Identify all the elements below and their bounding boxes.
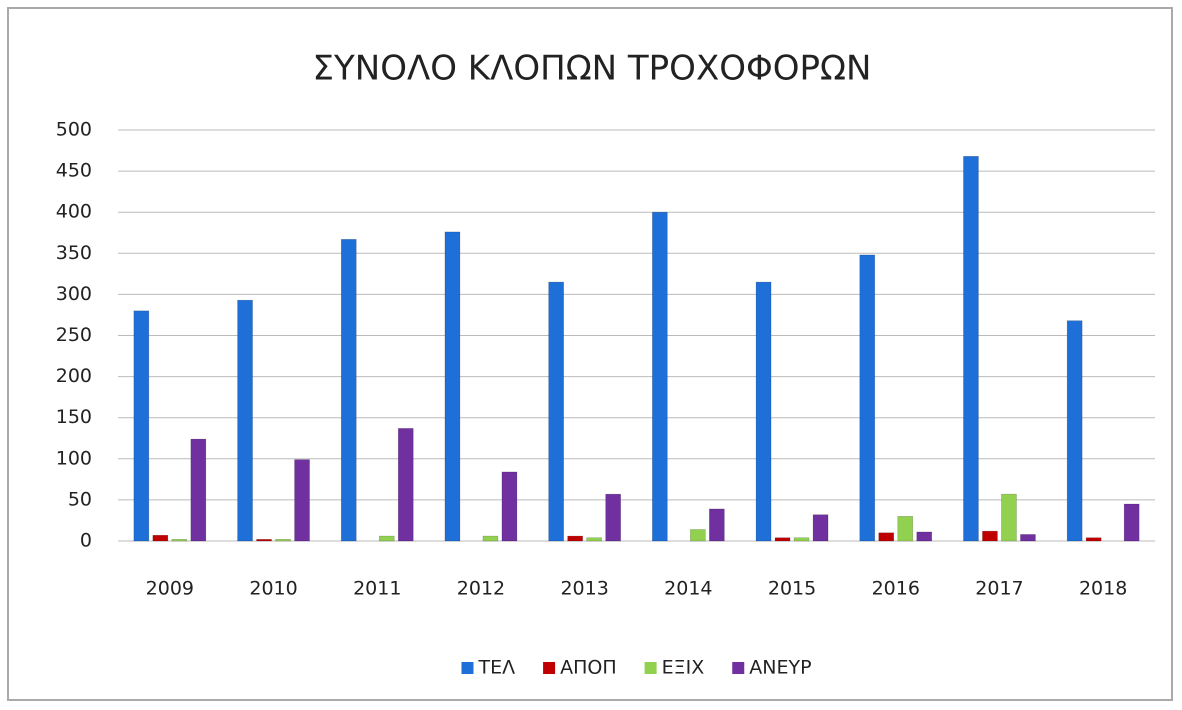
bar	[709, 508, 725, 542]
bar	[237, 299, 253, 542]
bar	[690, 529, 706, 542]
bar	[171, 539, 188, 542]
legend-swatch	[644, 662, 657, 674]
bar	[652, 211, 668, 542]
bar	[256, 539, 272, 542]
bar	[133, 310, 150, 542]
bar	[152, 534, 169, 542]
x-tick-label: 2014	[664, 578, 712, 600]
legend-label: ΑΠΟΠ	[560, 657, 617, 679]
bar	[378, 535, 395, 542]
bar	[897, 516, 914, 542]
bar	[1123, 503, 1140, 542]
y-tick-label: 300	[56, 283, 92, 305]
bar	[605, 493, 621, 542]
x-tick-label: 2013	[560, 578, 608, 600]
y-tick-label: 0	[80, 530, 92, 552]
legend-label: ΤΕΛ	[477, 657, 515, 679]
legend-label: ΑΝΕΥΡ	[749, 657, 811, 679]
bar	[340, 239, 357, 542]
bar	[444, 231, 461, 542]
y-tick-label: 200	[56, 365, 92, 387]
bar	[482, 535, 499, 542]
bar	[397, 428, 414, 542]
bar	[1001, 493, 1017, 542]
bar	[275, 539, 291, 542]
y-tick-label: 400	[56, 201, 92, 223]
bar	[1085, 537, 1102, 542]
y-tick-label: 450	[56, 160, 92, 182]
bar	[1020, 534, 1036, 542]
y-tick-label: 500	[56, 119, 92, 141]
x-tick-label: 2015	[768, 578, 816, 600]
bar	[1066, 320, 1083, 542]
bar	[548, 281, 564, 542]
bar	[755, 281, 772, 542]
bar	[294, 459, 310, 542]
x-tick-label: 2016	[872, 578, 920, 600]
bar	[963, 156, 979, 542]
legend-swatch	[461, 662, 474, 674]
bar	[859, 254, 876, 542]
legend-swatch	[732, 662, 745, 674]
legend-label: ΕΞΙΧ	[662, 657, 705, 679]
chart-title: ΣΥΝΟΛΟ ΚΛΟΠΩΝ ΤΡΟΧΟΦΟΡΩΝ	[313, 49, 872, 89]
bar	[567, 535, 583, 542]
bar	[774, 537, 791, 542]
bar	[982, 530, 998, 542]
x-tick-label: 2009	[146, 578, 194, 600]
x-tick-label: 2012	[457, 578, 505, 600]
x-tick-label: 2010	[249, 578, 297, 600]
y-tick-label: 250	[56, 324, 92, 346]
y-tick-label: 150	[56, 406, 92, 428]
bar	[501, 471, 518, 542]
y-tick-label: 350	[56, 242, 92, 264]
legend-swatch	[543, 662, 556, 674]
x-tick-label: 2018	[1079, 578, 1127, 600]
x-tick-label: 2011	[353, 578, 401, 600]
bar	[793, 537, 810, 542]
bar	[916, 531, 933, 542]
bar	[190, 438, 207, 542]
y-tick-label: 100	[56, 447, 92, 469]
bar	[812, 514, 829, 542]
x-tick-label: 2017	[975, 578, 1023, 600]
bar	[878, 532, 895, 542]
y-tick-label: 50	[68, 488, 92, 510]
bar	[586, 537, 602, 542]
